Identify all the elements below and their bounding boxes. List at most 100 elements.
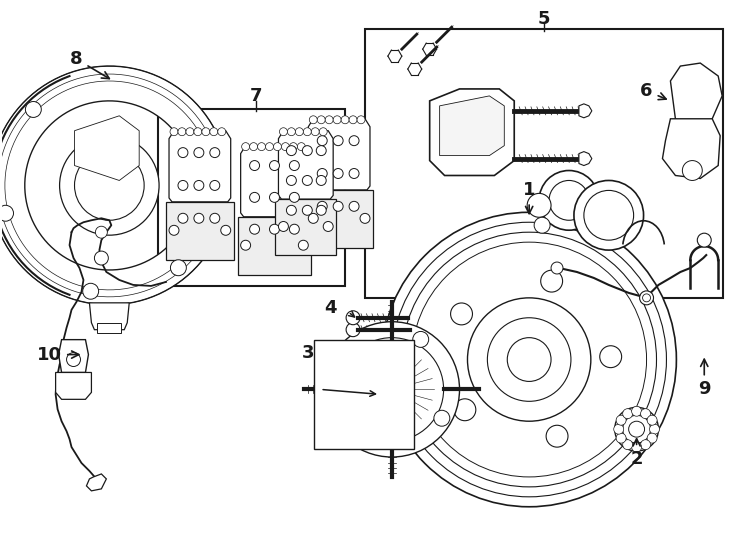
Circle shape bbox=[333, 136, 343, 146]
Circle shape bbox=[302, 146, 312, 156]
Text: 10: 10 bbox=[37, 346, 79, 363]
Polygon shape bbox=[241, 146, 308, 217]
Circle shape bbox=[496, 327, 562, 393]
Circle shape bbox=[308, 213, 319, 224]
Circle shape bbox=[311, 128, 319, 136]
Circle shape bbox=[289, 192, 299, 202]
Circle shape bbox=[360, 213, 370, 224]
Text: 6: 6 bbox=[640, 82, 666, 100]
Circle shape bbox=[333, 168, 343, 179]
Circle shape bbox=[539, 171, 599, 230]
Circle shape bbox=[178, 147, 188, 158]
Circle shape bbox=[269, 192, 280, 202]
Circle shape bbox=[250, 143, 258, 151]
Text: 3: 3 bbox=[302, 343, 314, 362]
Circle shape bbox=[266, 143, 274, 151]
Circle shape bbox=[334, 353, 350, 368]
Circle shape bbox=[549, 180, 589, 220]
Bar bbox=[365, 29, 723, 298]
Text: 2: 2 bbox=[631, 439, 643, 468]
Circle shape bbox=[372, 369, 412, 409]
Circle shape bbox=[346, 311, 360, 325]
Circle shape bbox=[642, 294, 650, 302]
Circle shape bbox=[333, 201, 343, 211]
Circle shape bbox=[221, 225, 230, 235]
Circle shape bbox=[194, 180, 204, 191]
Circle shape bbox=[323, 221, 333, 232]
Circle shape bbox=[317, 116, 325, 124]
Circle shape bbox=[241, 240, 250, 250]
Circle shape bbox=[210, 147, 219, 158]
Circle shape bbox=[616, 433, 626, 443]
Circle shape bbox=[349, 136, 359, 146]
Circle shape bbox=[622, 440, 633, 450]
Circle shape bbox=[413, 332, 429, 347]
Circle shape bbox=[75, 151, 144, 220]
Circle shape bbox=[269, 224, 280, 234]
Circle shape bbox=[546, 426, 568, 447]
Circle shape bbox=[194, 213, 204, 223]
Circle shape bbox=[650, 424, 659, 434]
Circle shape bbox=[632, 442, 642, 452]
Circle shape bbox=[169, 225, 179, 235]
Circle shape bbox=[534, 217, 550, 233]
Circle shape bbox=[274, 143, 281, 151]
Polygon shape bbox=[308, 119, 370, 190]
Circle shape bbox=[319, 128, 327, 136]
Circle shape bbox=[309, 116, 317, 124]
Polygon shape bbox=[56, 373, 92, 400]
Polygon shape bbox=[87, 474, 106, 491]
Circle shape bbox=[210, 128, 218, 136]
Text: 7: 7 bbox=[250, 87, 262, 105]
Circle shape bbox=[324, 322, 459, 457]
Text: 9: 9 bbox=[698, 359, 711, 399]
Polygon shape bbox=[663, 119, 720, 179]
Polygon shape bbox=[579, 152, 592, 166]
Polygon shape bbox=[75, 116, 139, 180]
Circle shape bbox=[83, 284, 98, 299]
Circle shape bbox=[527, 193, 551, 217]
Circle shape bbox=[622, 415, 650, 443]
Polygon shape bbox=[166, 202, 233, 260]
Circle shape bbox=[302, 205, 312, 215]
Bar bbox=[158, 109, 345, 286]
Polygon shape bbox=[0, 66, 222, 305]
Circle shape bbox=[641, 440, 650, 450]
Circle shape bbox=[286, 176, 297, 185]
Circle shape bbox=[297, 143, 305, 151]
Text: 5: 5 bbox=[538, 10, 550, 28]
Circle shape bbox=[468, 298, 591, 421]
Circle shape bbox=[506, 336, 552, 382]
Circle shape bbox=[0, 205, 13, 221]
Circle shape bbox=[616, 415, 626, 425]
Circle shape bbox=[507, 338, 551, 381]
Circle shape bbox=[333, 116, 341, 124]
Circle shape bbox=[59, 136, 159, 235]
Circle shape bbox=[412, 242, 647, 477]
Polygon shape bbox=[59, 340, 88, 373]
Circle shape bbox=[346, 323, 360, 336]
Circle shape bbox=[317, 168, 327, 179]
Circle shape bbox=[178, 213, 188, 223]
Circle shape bbox=[286, 205, 297, 215]
Circle shape bbox=[298, 240, 308, 250]
Circle shape bbox=[628, 421, 644, 437]
Polygon shape bbox=[275, 199, 336, 255]
Circle shape bbox=[641, 409, 650, 419]
Circle shape bbox=[349, 201, 359, 211]
Circle shape bbox=[487, 318, 571, 401]
Circle shape bbox=[250, 160, 260, 171]
Circle shape bbox=[349, 116, 357, 124]
Circle shape bbox=[289, 160, 299, 171]
Circle shape bbox=[614, 424, 624, 434]
Circle shape bbox=[280, 128, 288, 136]
Circle shape bbox=[340, 338, 443, 441]
Circle shape bbox=[392, 222, 666, 497]
Circle shape bbox=[250, 224, 260, 234]
Circle shape bbox=[202, 128, 210, 136]
Circle shape bbox=[95, 226, 107, 238]
Text: 4: 4 bbox=[324, 299, 336, 317]
Circle shape bbox=[316, 205, 326, 215]
Circle shape bbox=[210, 180, 219, 191]
Text: 8: 8 bbox=[70, 50, 109, 79]
